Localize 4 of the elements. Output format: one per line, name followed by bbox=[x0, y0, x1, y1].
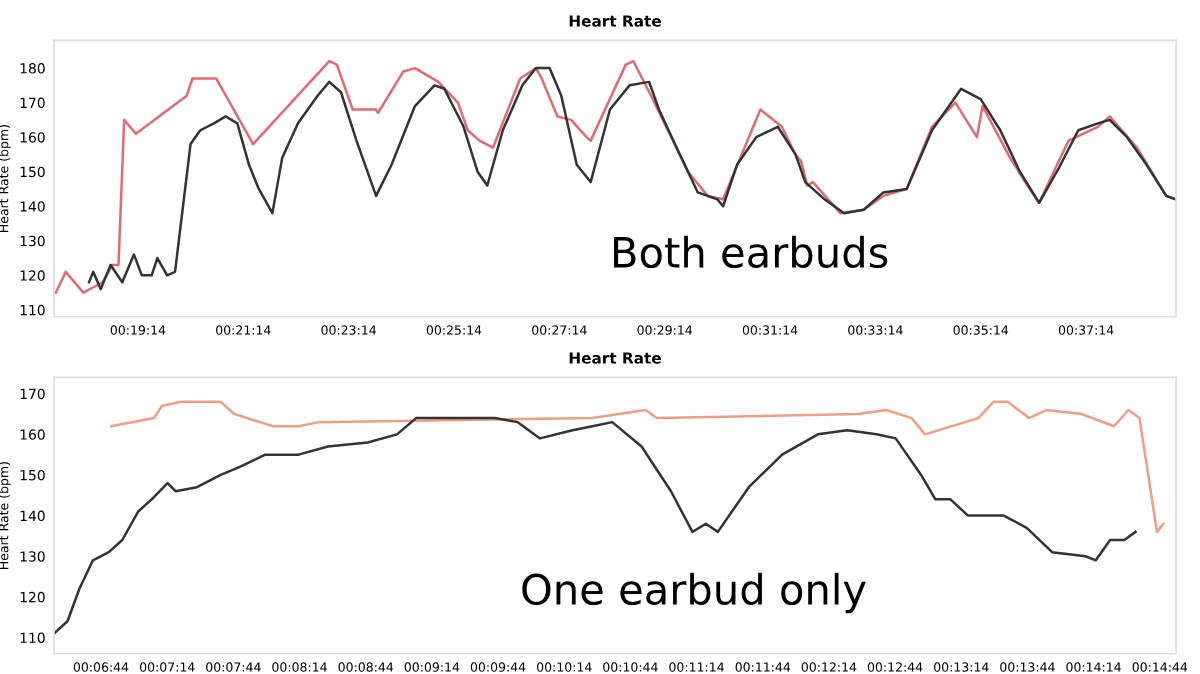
line-series bbox=[54, 416, 1137, 635]
line-series bbox=[109, 400, 1165, 534]
annotation: One earbud only bbox=[522, 572, 866, 614]
annotation: Both earbuds bbox=[614, 235, 888, 269]
